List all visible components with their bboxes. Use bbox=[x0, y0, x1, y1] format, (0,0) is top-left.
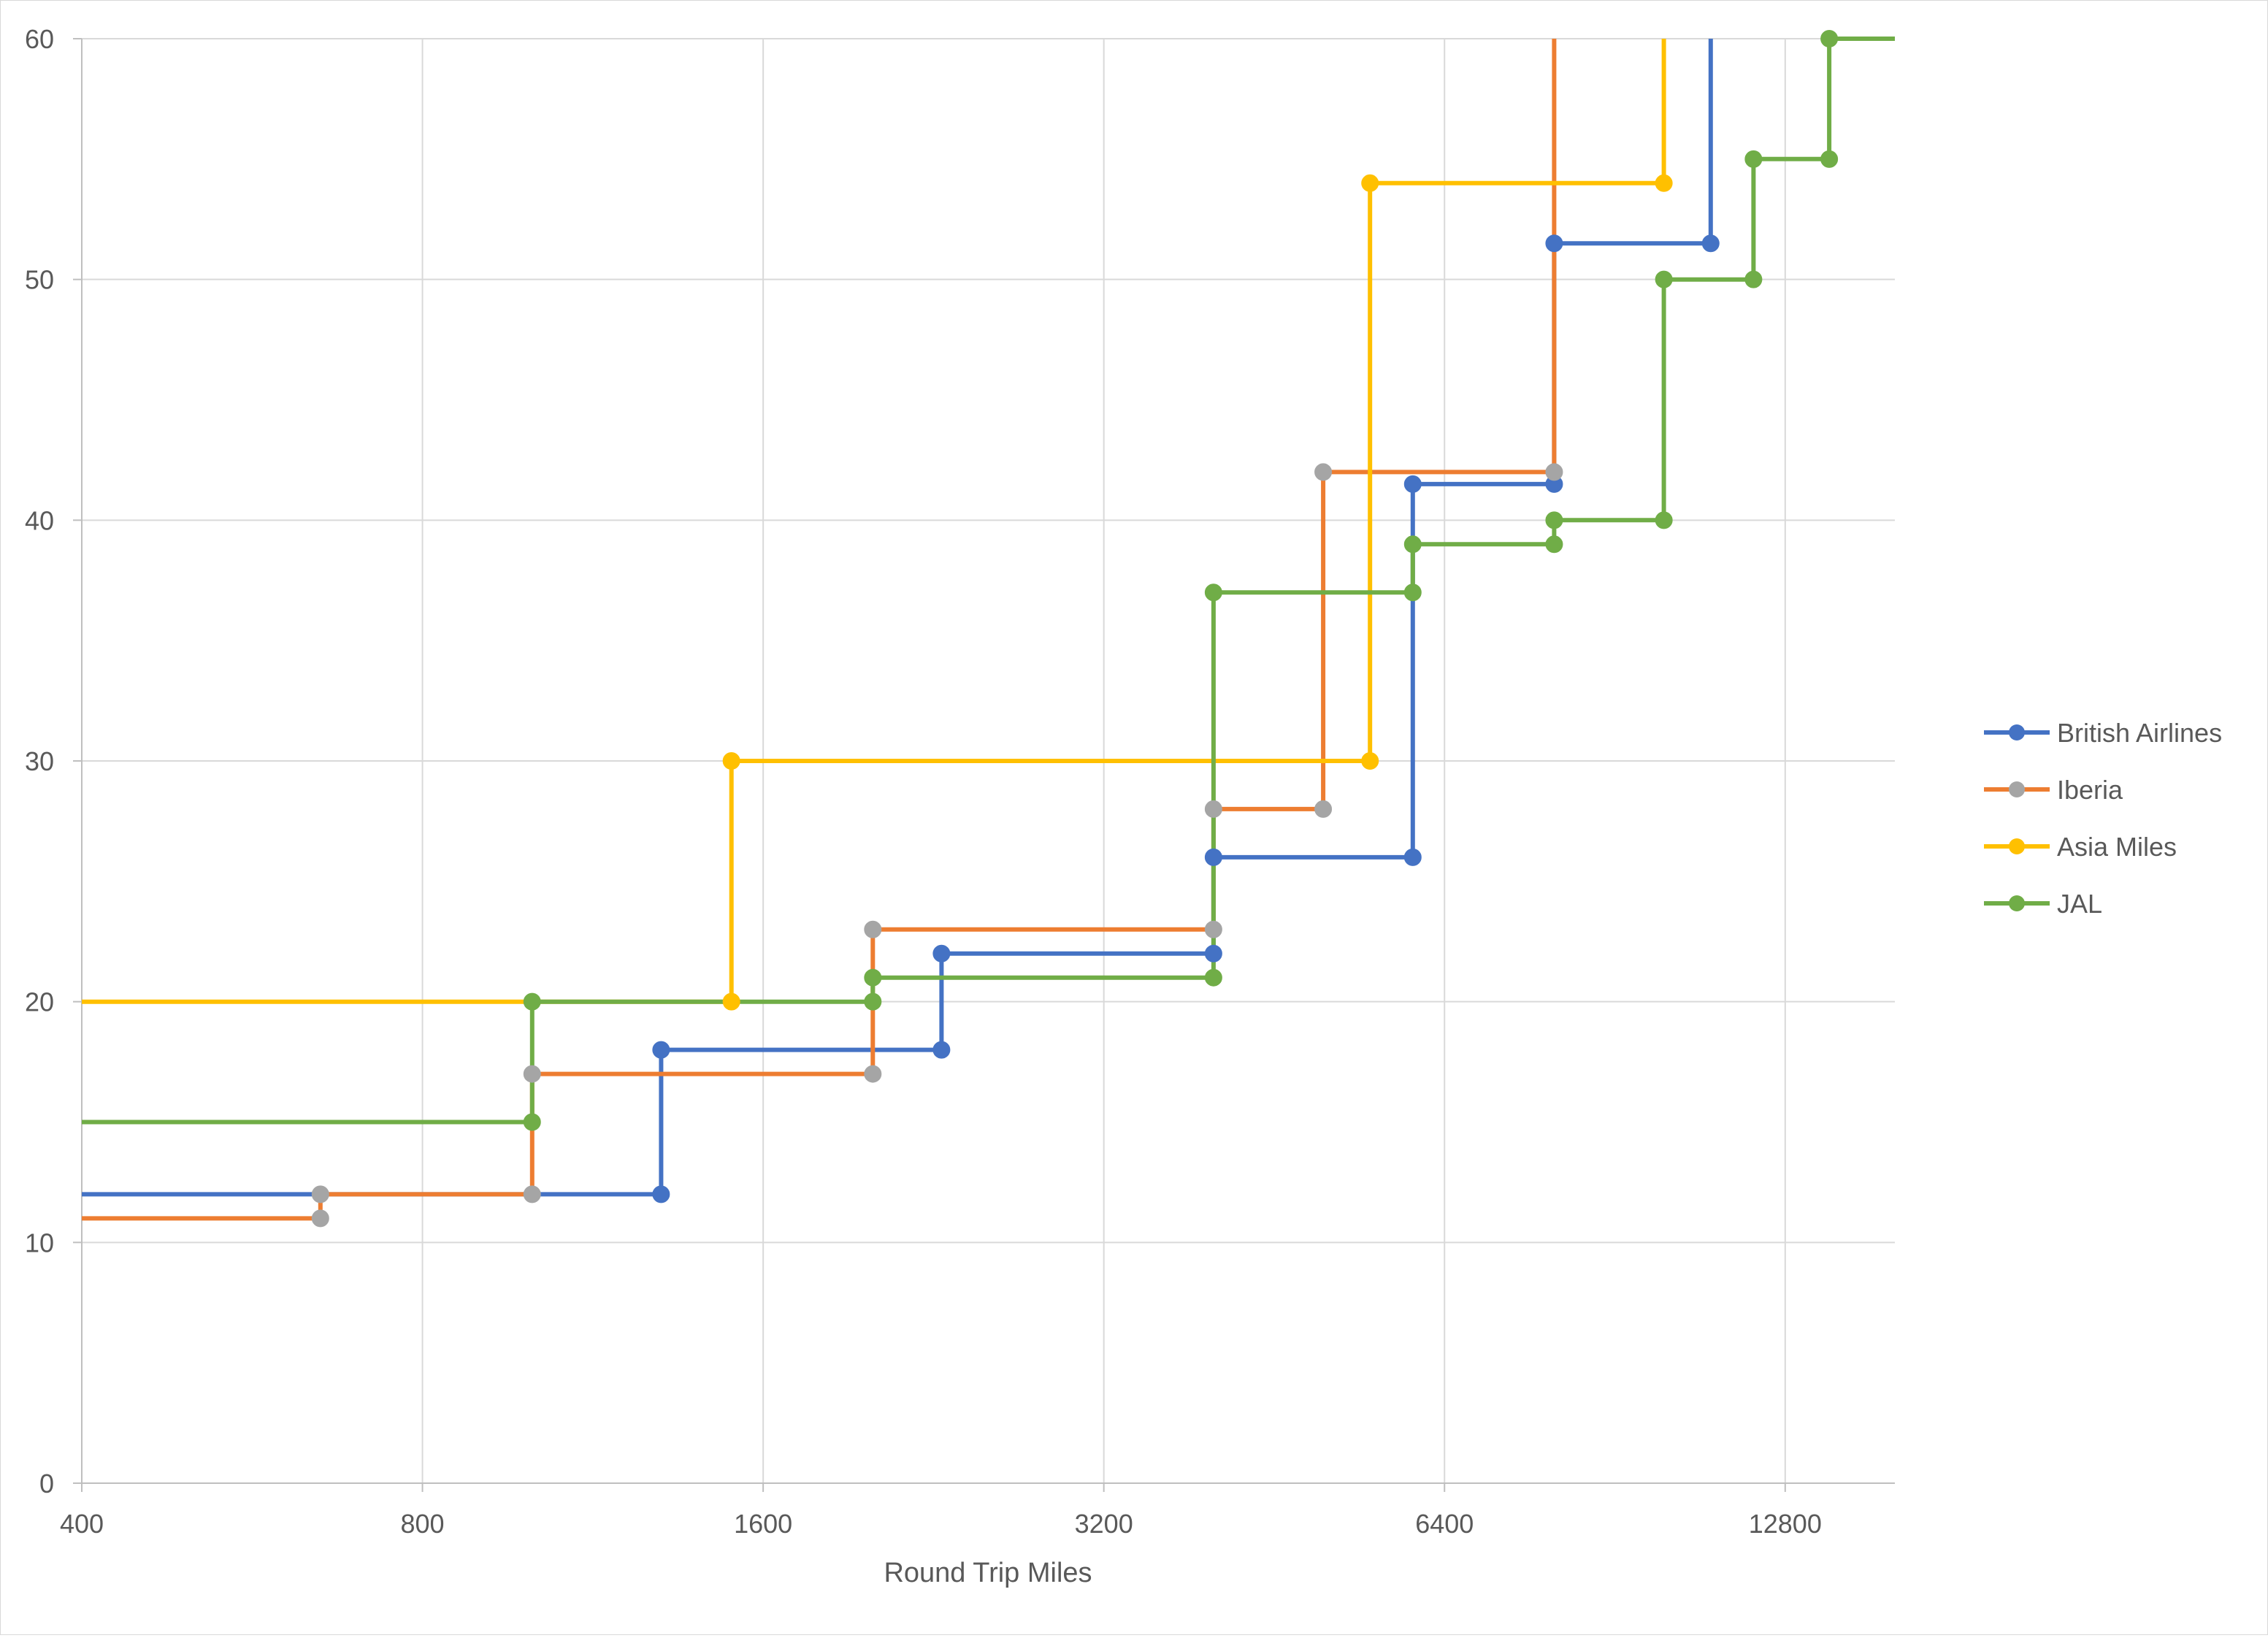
data-point-3-2 bbox=[864, 992, 882, 1011]
data-point-3-1 bbox=[523, 992, 541, 1011]
y-tick-label-2: 20 bbox=[25, 987, 54, 1017]
data-point-3-9 bbox=[1545, 511, 1563, 529]
data-point-3-4 bbox=[1204, 968, 1222, 987]
legend-label-2: Asia Miles bbox=[2057, 832, 2177, 862]
data-point-3-3 bbox=[864, 968, 882, 987]
data-point-0-10 bbox=[1701, 234, 1720, 253]
y-tick-label-1: 10 bbox=[25, 1228, 54, 1258]
legend-label-0: British Airlines bbox=[2057, 718, 2222, 748]
data-point-1-9 bbox=[1314, 463, 1333, 481]
series-lines bbox=[82, 37, 1895, 1221]
legend: British Airlines Iberia Asia Miles JAL bbox=[1984, 718, 2222, 919]
tick-labels: 0 10 20 30 40 50 60 400 800 1600 3200 6400 12800 bbox=[25, 24, 1822, 1539]
x-tick-label-0: 400 bbox=[60, 1509, 104, 1539]
data-point-1-0 bbox=[311, 1209, 329, 1228]
y-tick-label-5: 50 bbox=[25, 265, 54, 295]
data-point-2-3 bbox=[1361, 174, 1379, 192]
x-axis-title: Round Trip Miles bbox=[884, 1558, 1092, 1588]
data-point-0-4 bbox=[1204, 944, 1222, 962]
legend-swatch-marker-1 bbox=[2009, 781, 2025, 797]
data-point-3-15 bbox=[1820, 30, 1839, 47]
data-point-1-8 bbox=[1314, 800, 1333, 818]
data-point-1-4 bbox=[864, 1065, 882, 1083]
data-point-0-5 bbox=[1204, 848, 1222, 866]
legend-swatch-marker-0 bbox=[2009, 724, 2025, 740]
data-point-1-2 bbox=[523, 1185, 541, 1203]
y-tick-label-6: 60 bbox=[25, 24, 54, 54]
data-point-3-11 bbox=[1655, 270, 1673, 288]
x-tick-label-4: 6400 bbox=[1415, 1509, 1474, 1539]
x-tick-label-3: 3200 bbox=[1075, 1509, 1133, 1539]
data-point-1-3 bbox=[523, 1065, 541, 1083]
y-tick-label-3: 30 bbox=[25, 746, 54, 776]
data-point-3-13 bbox=[1744, 150, 1763, 168]
data-point-1-5 bbox=[864, 920, 882, 938]
data-point-3-0 bbox=[523, 1113, 541, 1131]
y-tick-label-0: 0 bbox=[39, 1469, 54, 1499]
data-point-2-2 bbox=[1361, 752, 1379, 770]
data-point-0-9 bbox=[1545, 234, 1563, 253]
data-point-1-6 bbox=[1204, 920, 1222, 938]
series-line-0 bbox=[82, 39, 1713, 1197]
legend-swatch-marker-3 bbox=[2009, 895, 2025, 911]
data-point-3-5 bbox=[1204, 583, 1222, 602]
legend-swatch-marker-2 bbox=[2009, 838, 2025, 854]
data-point-0-6 bbox=[1403, 848, 1422, 866]
x-tick-label-1: 800 bbox=[401, 1509, 445, 1539]
data-point-3-7 bbox=[1403, 535, 1422, 554]
y-tick-label-4: 40 bbox=[25, 505, 54, 535]
data-point-1-10 bbox=[1545, 463, 1563, 481]
data-point-0-3 bbox=[932, 944, 951, 962]
data-point-3-12 bbox=[1744, 270, 1763, 288]
data-point-0-0 bbox=[652, 1185, 670, 1203]
data-point-3-10 bbox=[1655, 511, 1673, 529]
data-point-0-7 bbox=[1403, 475, 1422, 493]
legend-label-1: Iberia bbox=[2057, 775, 2123, 805]
data-point-2-4 bbox=[1655, 174, 1673, 192]
data-point-3-14 bbox=[1820, 150, 1839, 168]
x-tick-label-5: 12800 bbox=[1749, 1509, 1822, 1539]
x-tick-label-2: 1600 bbox=[734, 1509, 792, 1539]
data-point-2-0 bbox=[722, 992, 740, 1011]
data-point-1-1 bbox=[311, 1185, 329, 1203]
data-point-0-1 bbox=[652, 1041, 670, 1059]
series-line-1 bbox=[82, 39, 1557, 1221]
series-markers bbox=[311, 30, 1839, 1228]
axes bbox=[73, 38, 1895, 1492]
data-point-0-2 bbox=[932, 1041, 951, 1059]
data-point-2-1 bbox=[722, 752, 740, 770]
series-line-3 bbox=[82, 37, 1895, 1125]
data-point-3-8 bbox=[1545, 535, 1563, 554]
legend-label-3: JAL bbox=[2057, 889, 2102, 919]
data-point-1-7 bbox=[1204, 800, 1222, 818]
data-point-3-6 bbox=[1403, 583, 1422, 602]
